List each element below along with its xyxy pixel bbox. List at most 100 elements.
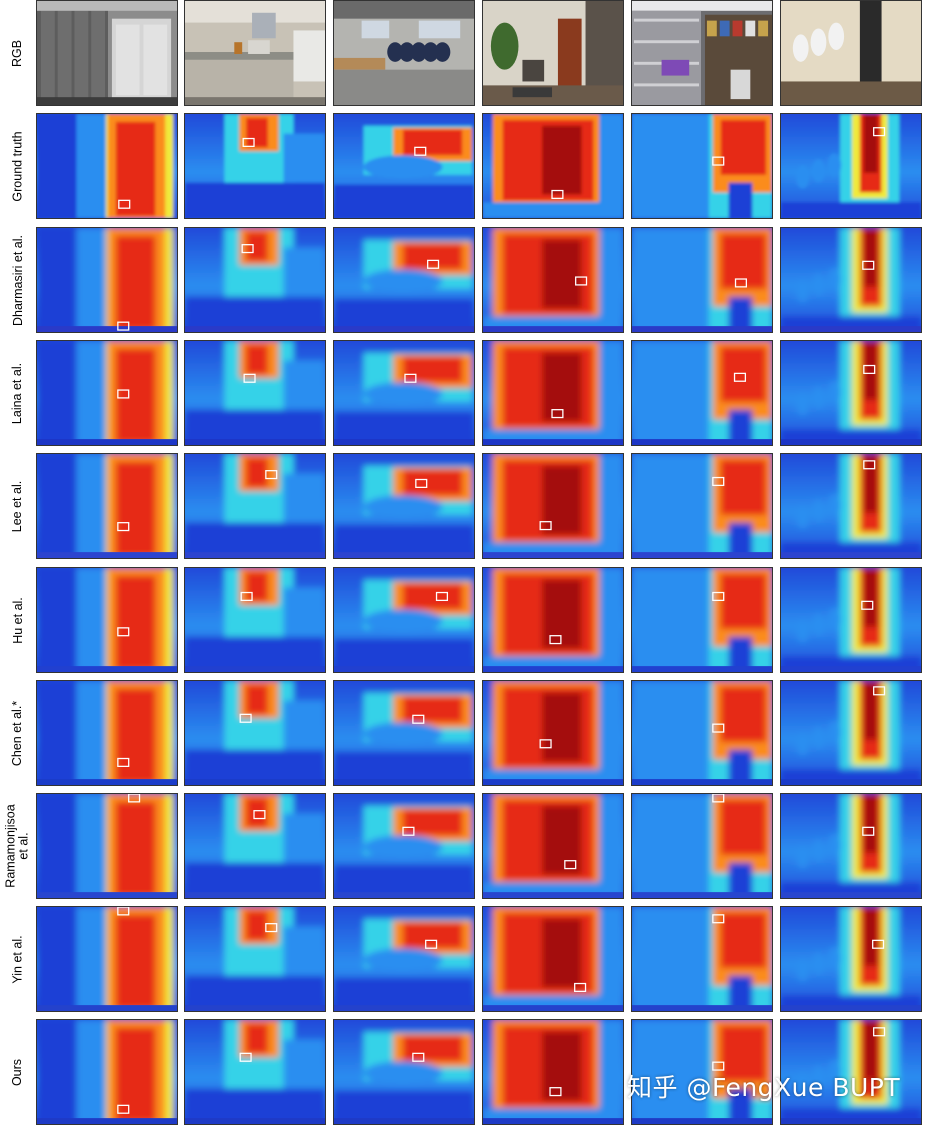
depth-bottom-band bbox=[334, 326, 474, 332]
depth-bottom-band bbox=[781, 552, 921, 558]
depth-far-core bbox=[403, 356, 463, 383]
depth-shelf-near bbox=[632, 794, 709, 898]
highlight-box bbox=[117, 1104, 130, 1114]
depth-urinal bbox=[811, 613, 826, 637]
highlight-box bbox=[862, 826, 875, 836]
depth-trolley bbox=[728, 522, 753, 558]
plant bbox=[490, 22, 519, 70]
rgb-image-hallway-doors bbox=[36, 0, 178, 106]
thumbnail-canvas bbox=[483, 228, 623, 332]
depth-shelf-near bbox=[632, 341, 709, 445]
watermark: 知乎 @FengXue BUPT bbox=[627, 1073, 901, 1102]
highlight-box bbox=[863, 460, 876, 470]
depth-urinal bbox=[795, 165, 810, 189]
depth-door bbox=[542, 125, 582, 195]
depth-bottom-band bbox=[781, 779, 921, 785]
depth-far-core bbox=[863, 907, 878, 966]
highlight-box bbox=[863, 364, 876, 375]
depth-door bbox=[542, 352, 582, 422]
highlight-box bbox=[539, 739, 552, 749]
thumbnail-canvas bbox=[632, 681, 772, 785]
row-label-text: Chen et al.* bbox=[10, 700, 25, 766]
chair bbox=[422, 42, 439, 62]
depth-map-storage-shelves bbox=[631, 1019, 773, 1125]
depth-map-storage-shelves bbox=[631, 340, 773, 446]
depth-near-wall bbox=[37, 681, 77, 785]
desk bbox=[334, 57, 386, 70]
highlight-box bbox=[549, 635, 562, 645]
rug bbox=[512, 87, 553, 98]
highlight-box bbox=[712, 591, 725, 602]
depth-bottom-band bbox=[334, 666, 474, 672]
depth-wall-gradient bbox=[76, 341, 107, 445]
depth-map-restroom bbox=[780, 906, 922, 1012]
highlight-box bbox=[415, 478, 428, 488]
highlight-box bbox=[239, 1052, 252, 1062]
depth-map-office bbox=[333, 227, 475, 333]
row-label-text: Ours bbox=[10, 1058, 25, 1086]
depth-shelf bbox=[599, 341, 623, 445]
depth-near-wall bbox=[37, 454, 77, 558]
depth-urinal bbox=[827, 267, 842, 291]
depth-bottom-band bbox=[37, 326, 177, 332]
depth-urinal bbox=[811, 1065, 826, 1089]
depth-trolley bbox=[728, 296, 753, 332]
box bbox=[758, 20, 769, 37]
thumbnail-canvas bbox=[185, 114, 325, 218]
thumbnail-canvas bbox=[781, 907, 921, 1011]
window bbox=[252, 12, 276, 39]
thumbnail-canvas bbox=[334, 228, 474, 332]
depth-far-core bbox=[115, 575, 156, 671]
urinal bbox=[792, 34, 809, 62]
depth-fridge bbox=[283, 1039, 325, 1089]
row-label: Chen et al.* bbox=[0, 680, 36, 786]
depth-far-core bbox=[863, 228, 878, 287]
depth-bottom-band bbox=[185, 552, 325, 558]
highlight-box bbox=[253, 810, 266, 820]
thumbnail-canvas bbox=[483, 568, 623, 672]
highlight-box bbox=[873, 686, 886, 696]
depth-trolley bbox=[728, 975, 753, 1011]
row-label: Ramamonjisoa et al. bbox=[0, 793, 36, 899]
depth-bottom-band bbox=[334, 892, 474, 898]
depth-wall-gradient bbox=[76, 794, 107, 898]
highlight-box bbox=[427, 259, 440, 269]
depth-map-kitchen bbox=[184, 793, 326, 899]
depth-shelf bbox=[599, 568, 623, 672]
depth-bottom-band bbox=[185, 1005, 325, 1011]
chair bbox=[399, 42, 415, 62]
depth-far-region bbox=[246, 1023, 268, 1054]
depth-far-core bbox=[115, 348, 156, 444]
depth-bottom-band bbox=[185, 892, 325, 898]
depth-floor bbox=[483, 202, 623, 218]
depth-bottom-band bbox=[185, 779, 325, 785]
highlight-box bbox=[240, 591, 253, 602]
depth-bottom-band bbox=[632, 326, 772, 332]
depth-map-storage-shelves bbox=[631, 113, 773, 219]
depth-map-storage-shelves bbox=[631, 567, 773, 673]
thumbnail-canvas bbox=[632, 907, 772, 1011]
urinal bbox=[810, 28, 827, 56]
row-label: Laina et al. bbox=[0, 340, 36, 446]
depth-bottom-band bbox=[781, 1118, 921, 1124]
thumbnail-canvas bbox=[632, 1, 772, 105]
depth-far-core bbox=[863, 681, 878, 740]
row-label: Lee et al. bbox=[0, 453, 36, 559]
depth-bottom-band bbox=[37, 779, 177, 785]
thumbnail-canvas bbox=[334, 1020, 474, 1124]
thumbnail-canvas bbox=[185, 454, 325, 558]
highlight-box bbox=[117, 522, 130, 532]
highlight-box bbox=[712, 156, 725, 166]
depth-map-restroom bbox=[780, 680, 922, 786]
thumbnail-canvas bbox=[334, 341, 474, 445]
depth-urinal bbox=[795, 958, 810, 982]
thumbnail-canvas bbox=[781, 568, 921, 672]
trolley bbox=[730, 69, 751, 100]
depth-bottom-band bbox=[632, 552, 772, 558]
depth-urinal bbox=[795, 845, 810, 869]
depth-map-storage-shelves bbox=[631, 906, 773, 1012]
highlight-box bbox=[404, 373, 417, 383]
depth-far-core bbox=[720, 119, 767, 175]
highlight-box bbox=[712, 476, 725, 487]
thumbnail-canvas bbox=[781, 454, 921, 558]
